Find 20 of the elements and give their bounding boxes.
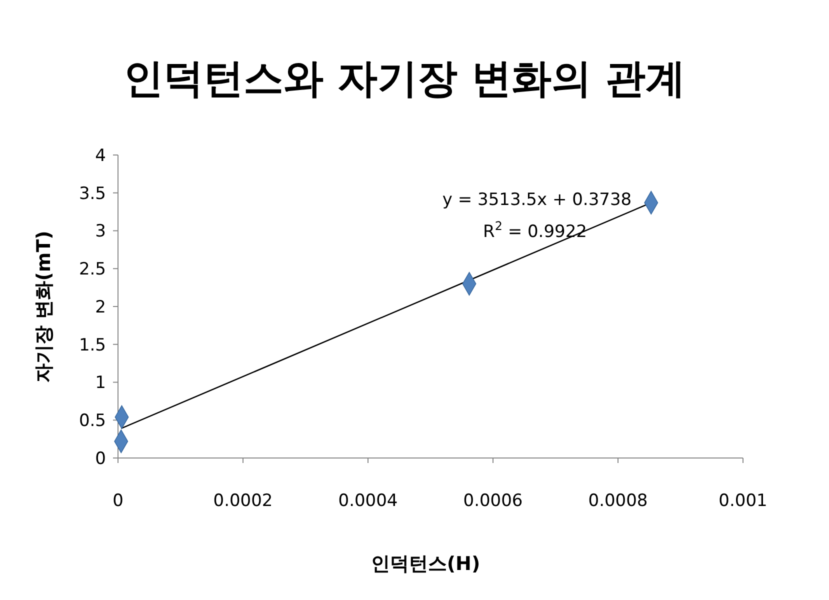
y-tick-label: 0 — [95, 448, 106, 469]
x-tick-label: 0.0008 — [588, 491, 648, 511]
x-tick-label: 0.001 — [718, 491, 768, 511]
y-tick-label: 4 — [95, 146, 106, 166]
y-tick-label: 1.5 — [78, 335, 106, 356]
x-tick-label: 0.0004 — [338, 491, 398, 511]
y-tick-label: 0.5 — [78, 411, 106, 432]
y-tick-label: 3.5 — [78, 184, 106, 204]
x-tick-label: 0.0006 — [463, 491, 523, 511]
x-tick-label: 0 — [112, 491, 124, 511]
y-tick-label: 1 — [95, 373, 106, 394]
y-tick-label: 3 — [95, 222, 106, 242]
chart-title: 인덕턴스와 자기장 변화의 관계 — [124, 56, 686, 102]
y-tick-label: 2.5 — [78, 260, 106, 280]
annotation: y = 3513.5x + 0.3738 — [442, 190, 632, 210]
annotation: R$^{2}$ = 0.9922 — [483, 219, 587, 242]
x-tick-label: 0.0002 — [213, 491, 273, 511]
y-tick-label: 2 — [95, 297, 106, 318]
x-axis-title: 인덕턴스(H) — [370, 553, 480, 575]
y-axis-title: 자기장 변화(mT) — [33, 230, 55, 382]
